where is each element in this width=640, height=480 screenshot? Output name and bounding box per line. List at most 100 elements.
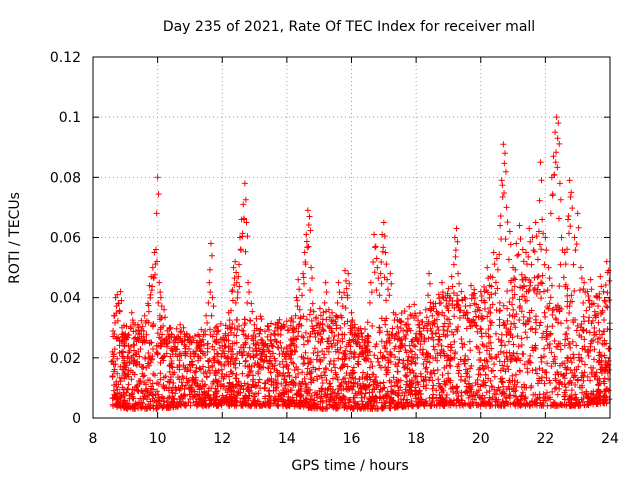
- data-point: [214, 369, 221, 376]
- data-point: [287, 322, 294, 329]
- data-point: [187, 402, 194, 409]
- data-point: [237, 344, 244, 351]
- data-point: [482, 371, 489, 378]
- data-point: [499, 193, 506, 200]
- data-point: [141, 312, 148, 319]
- data-point: [512, 324, 519, 331]
- data-point: [123, 373, 130, 380]
- data-point: [122, 330, 129, 337]
- data-point: [350, 364, 357, 371]
- data-point: [157, 370, 164, 377]
- data-point: [193, 392, 200, 399]
- data-point: [554, 343, 561, 350]
- chart-title: Day 235 of 2021, Rate Of TEC Index for r…: [163, 19, 535, 35]
- data-point: [310, 308, 317, 315]
- data-point: [584, 288, 591, 295]
- data-point: [218, 353, 225, 360]
- data-point: [530, 287, 537, 294]
- data-point: [157, 376, 164, 383]
- data-point: [191, 380, 198, 387]
- data-point: [253, 400, 260, 407]
- data-point: [404, 365, 411, 372]
- data-point: [434, 323, 441, 330]
- data-point: [533, 400, 540, 407]
- data-point: [213, 394, 220, 401]
- data-point: [162, 373, 169, 380]
- data-point: [387, 270, 394, 277]
- data-point: [387, 358, 394, 365]
- data-point: [304, 389, 311, 396]
- data-point: [473, 322, 480, 329]
- data-point: [380, 402, 387, 409]
- data-point: [393, 378, 400, 385]
- data-point: [354, 380, 361, 387]
- data-point: [408, 380, 415, 387]
- data-point: [423, 398, 430, 405]
- data-point: [569, 205, 576, 212]
- data-point: [290, 329, 297, 336]
- data-point: [162, 314, 169, 321]
- data-point: [166, 369, 173, 376]
- data-point: [206, 326, 213, 333]
- data-point: [248, 300, 255, 307]
- data-point: [568, 189, 575, 196]
- data-point: [491, 261, 498, 268]
- data-point: [456, 402, 463, 409]
- data-point: [485, 333, 492, 340]
- data-point: [135, 337, 142, 344]
- data-point: [542, 234, 549, 241]
- data-point: [575, 224, 582, 231]
- data-point: [484, 264, 491, 271]
- data-point: [380, 379, 387, 386]
- data-point: [581, 343, 588, 350]
- data-point: [546, 331, 553, 338]
- data-point: [259, 352, 266, 359]
- data-point: [217, 320, 224, 327]
- data-point: [172, 390, 179, 397]
- data-point: [300, 403, 307, 410]
- data-point: [173, 325, 180, 332]
- data-point: [518, 341, 525, 348]
- data-point: [391, 404, 398, 411]
- data-point: [403, 321, 410, 328]
- data-point: [489, 384, 496, 391]
- data-point: [318, 372, 325, 379]
- data-point: [556, 307, 563, 314]
- data-point: [512, 356, 519, 363]
- data-point: [379, 355, 386, 362]
- data-point: [367, 358, 374, 365]
- data-point: [317, 404, 324, 411]
- data-point: [540, 230, 547, 237]
- data-point: [131, 335, 138, 342]
- data-point: [477, 371, 484, 378]
- data-point: [595, 352, 602, 359]
- data-point: [451, 305, 458, 312]
- data-point: [265, 347, 272, 354]
- data-point: [209, 294, 216, 301]
- data-point: [544, 332, 551, 339]
- data-point: [433, 308, 440, 315]
- data-point: [430, 391, 437, 398]
- data-point: [226, 393, 233, 400]
- data-point: [187, 391, 194, 398]
- data-point: [156, 403, 163, 410]
- data-point: [487, 304, 494, 311]
- data-point: [496, 358, 503, 365]
- data-point: [589, 369, 596, 376]
- data-point: [328, 325, 335, 332]
- data-point: [595, 303, 602, 310]
- data-point: [500, 366, 507, 373]
- data-point: [574, 210, 581, 217]
- data-point: [209, 380, 216, 387]
- data-point: [417, 391, 424, 398]
- data-point: [412, 359, 419, 366]
- data-point: [517, 235, 524, 242]
- data-point: [327, 396, 334, 403]
- data-point: [387, 399, 394, 406]
- data-point: [155, 381, 162, 388]
- data-point: [521, 283, 528, 290]
- data-point: [296, 306, 303, 313]
- data-point: [517, 284, 524, 291]
- data-point: [430, 367, 437, 374]
- data-point: [509, 372, 516, 379]
